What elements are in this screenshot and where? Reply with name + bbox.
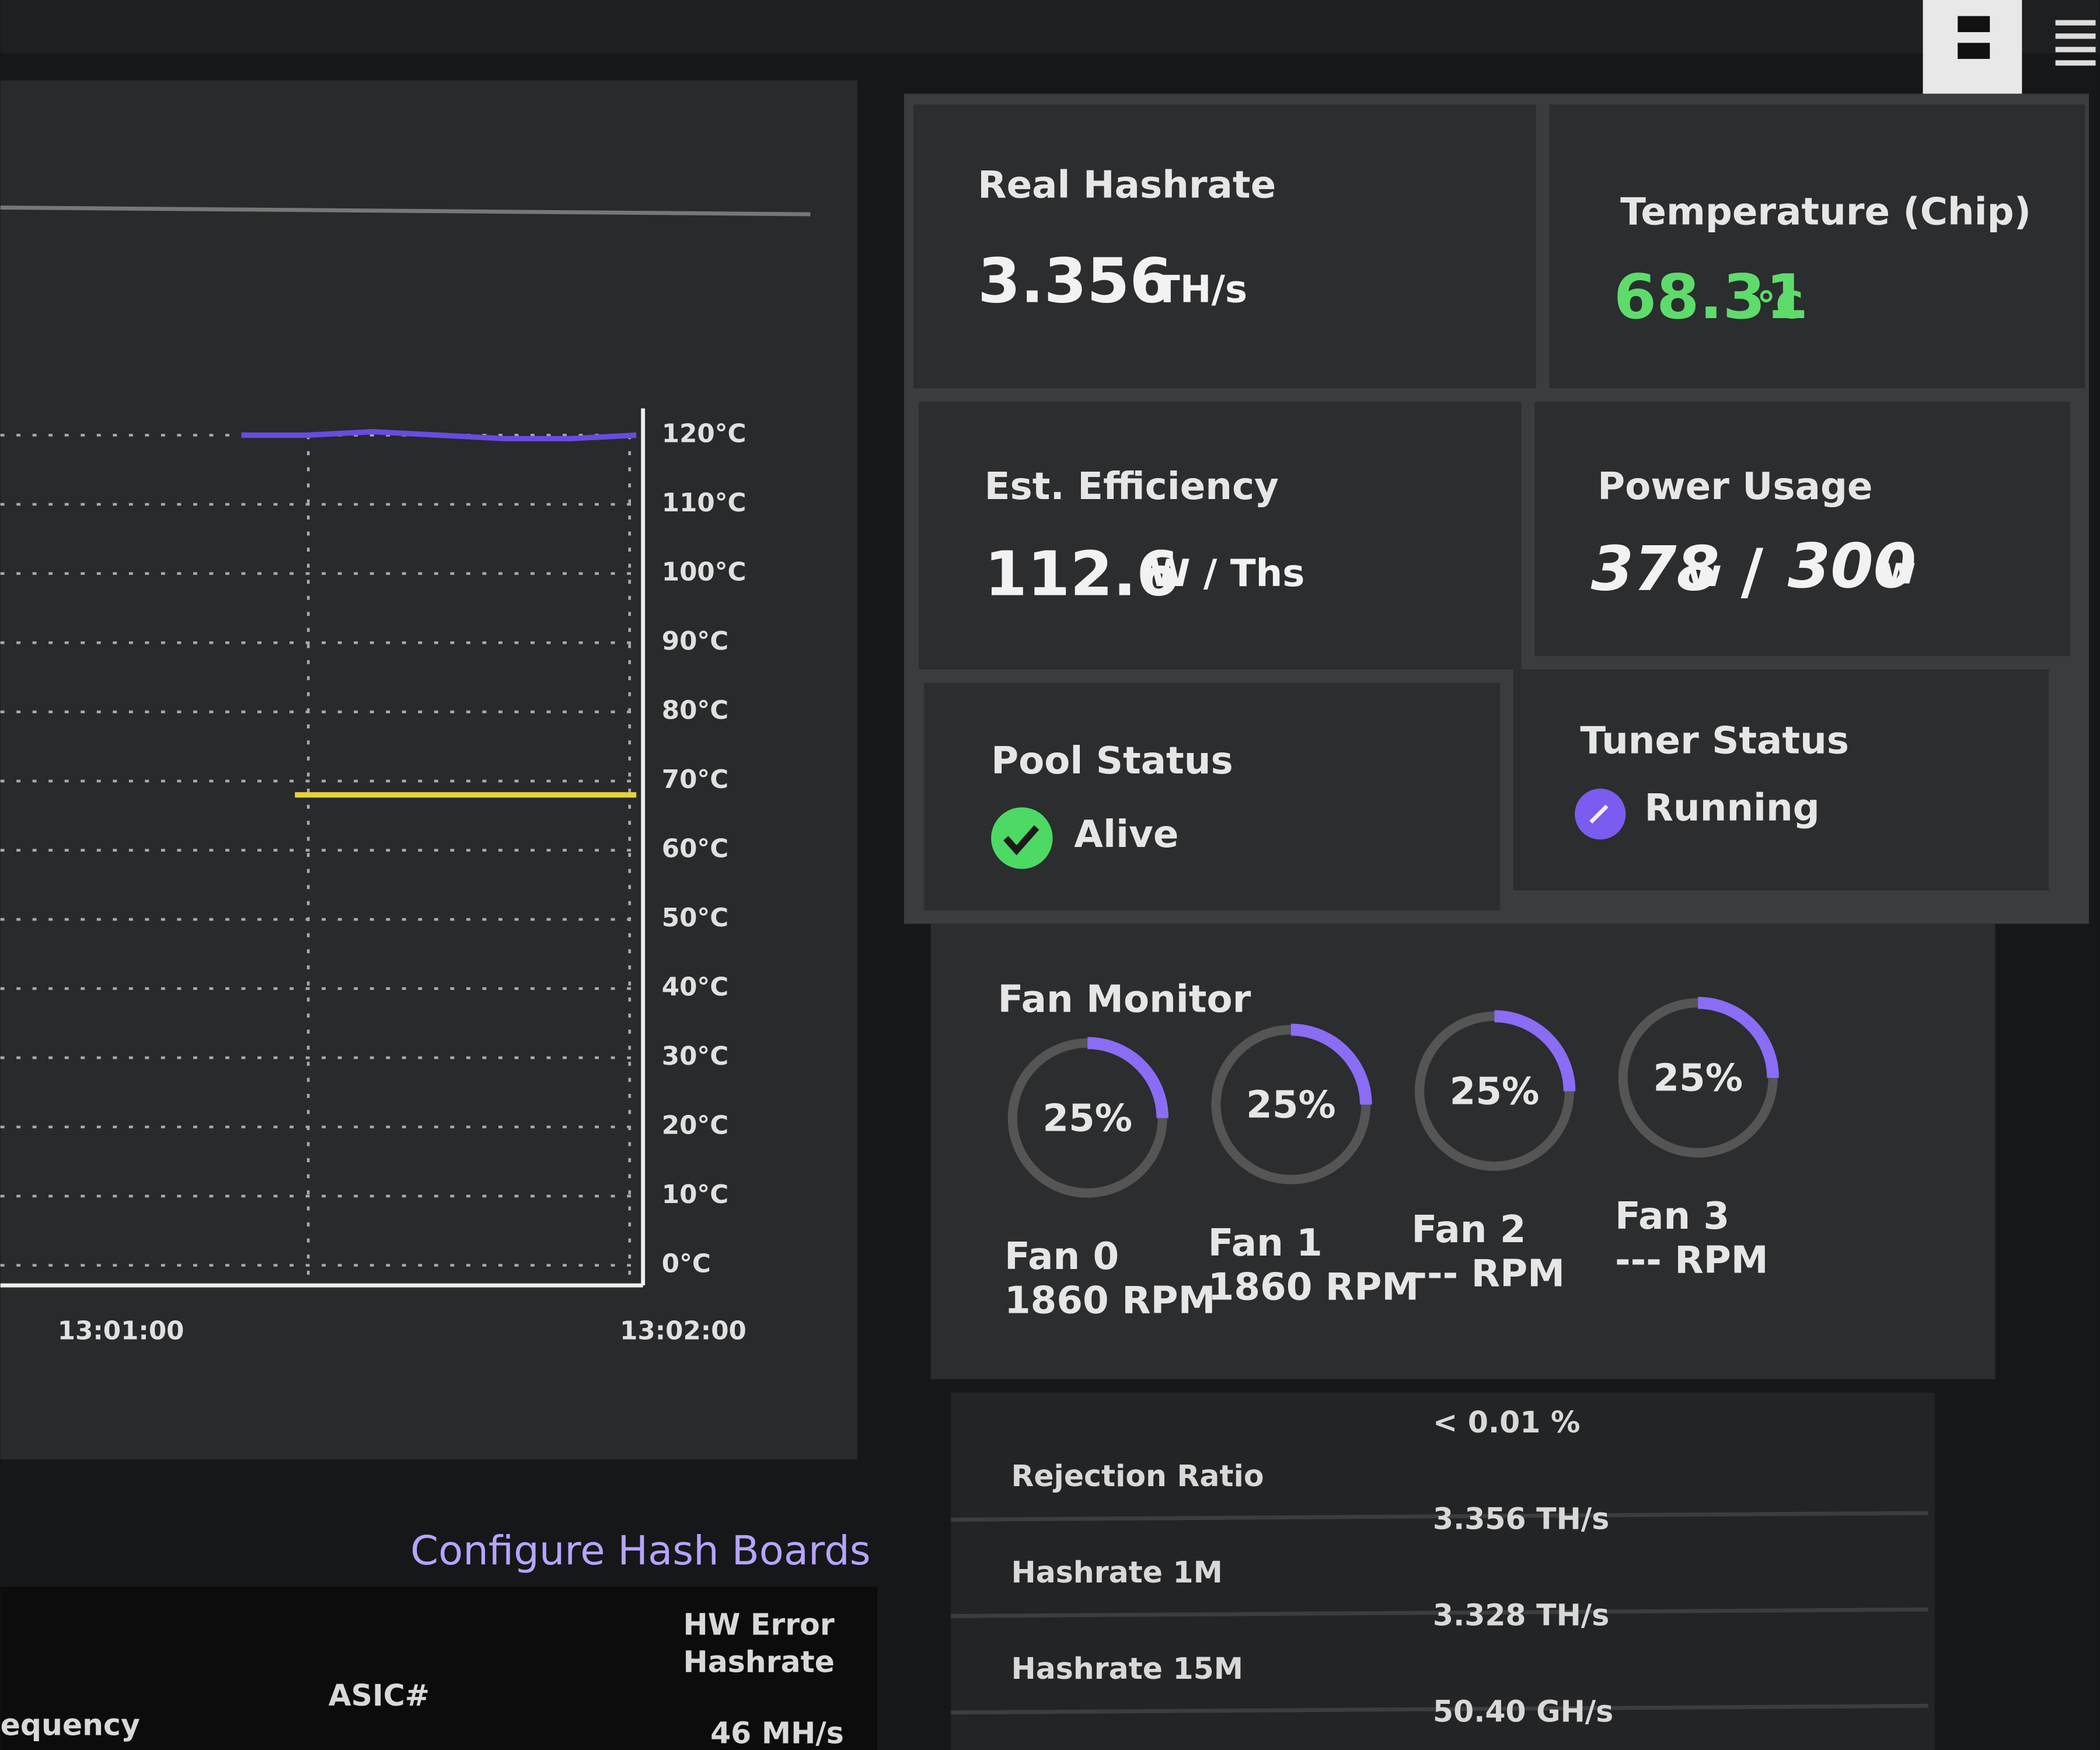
fan-arc [1494,1010,1576,1092]
row-value: 3.356 TH/s [1433,1501,1609,1536]
table-header: HW Error [683,1607,834,1641]
row-label: Hashrate 15M [1011,1651,1243,1686]
card-value: 3.356 [978,245,1173,316]
configure-link[interactable]: Configure Hash Boards [410,1528,871,1574]
table-cell: 46 MH/s [710,1716,844,1750]
icon [1958,16,1990,33]
divider [0,205,811,217]
icon [2055,60,2096,66]
fan-arc [1698,996,1779,1078]
y-tick-label: 20°C [662,1111,728,1141]
y-tick-label: 100°C [662,558,746,587]
stats-table [951,1392,1935,1750]
row-divider [951,1607,1928,1619]
y-tick-label: 10°C [662,1180,728,1209]
fan-percent: 25% [1450,1070,1540,1114]
icon [2055,20,2096,26]
table-header: Hashrate [683,1645,834,1679]
y-tick-label: 60°C [662,835,728,864]
card-label: Pool Status [991,739,1233,783]
y-tick-label: 110°C [662,489,746,518]
card-value: 68.31 [1614,261,1809,333]
stats-rows: Rejection Ratio < 0.01 % Hashrate 1M 3.356 … [951,1405,1928,1729]
card-unit: w [1881,549,1916,592]
chart-panel [0,80,857,1460]
y-tick-label: 80°C [662,696,728,726]
card [913,104,1536,389]
status-icon [1003,825,1039,856]
fan-percent: 25% [1653,1057,1743,1100]
fan-name: Fan 3 [1615,1194,1729,1238]
y-tick-label: 40°C [662,973,728,1002]
card [924,682,1500,911]
status-text: Running [1644,786,1819,829]
status-icon [991,807,1053,869]
row-label: Rejection Ratio [1011,1459,1264,1493]
card-value: 378 [1591,533,1719,605]
card [919,402,1522,670]
row-label: Hashrate 1M [1011,1555,1222,1589]
status-icon [1589,804,1609,824]
card [1513,669,2049,891]
table-header: ASIC# [329,1678,430,1713]
x-tick-label: 13:02:00 [620,1316,746,1345]
y-tick-label: 0°C [662,1250,711,1279]
card-unit: °C [1757,284,1803,327]
fan-rpm: 1860 RPM [1208,1266,1419,1309]
card-label: Est. Efficiency [985,465,1279,508]
card-separator: / [1741,535,1764,607]
fan-name: Fan 2 [1411,1208,1526,1252]
fan-rpm: --- RPM [1411,1252,1565,1296]
card [1534,402,2070,656]
icon [1958,43,1990,59]
y-tick-label: 50°C [662,904,728,933]
fan-arc [1087,1037,1169,1118]
card [1549,104,2085,389]
fan-name: Fan 1 [1208,1221,1323,1265]
table-header: equency [1,1708,140,1742]
fan-panel [930,923,1996,1379]
hash-board-table [0,1587,878,1750]
series-line [241,428,637,441]
card-unit: TH/s [1154,268,1247,312]
card-label: Temperature (Chip) [1620,190,2031,234]
card-label: Tuner Status [1580,719,1849,763]
fan-rpm: 1860 RPM [1004,1278,1216,1322]
card-value: 112.6 [985,538,1180,610]
status-text: Alive [1074,813,1178,856]
card-label: Real Hashrate [978,163,1276,207]
top-bar [0,0,2100,54]
card-unit: W / Ths [1149,552,1305,595]
fan-arc [1290,1023,1372,1105]
icon [2055,47,2096,53]
y-tick-label: 120°C [662,419,746,448]
row-value: 50.40 GH/s [1433,1695,1613,1729]
fan-name: Fan 0 [1004,1235,1119,1278]
row-divider [951,1511,1928,1522]
fan-percent: 25% [1042,1096,1132,1140]
menu-button[interactable] [2055,20,2096,66]
card-unit: w [1687,552,1722,595]
y-tick-label: 90°C [662,627,728,656]
row-value: 3.328 TH/s [1433,1598,1609,1632]
fan-rpm: --- RPM [1615,1239,1768,1282]
icon [2055,33,2096,39]
y-tick-label: 70°C [662,765,728,794]
row-value: < 0.01 % [1433,1405,1580,1439]
fan-percent: 25% [1246,1083,1336,1127]
row-divider [951,1703,1928,1715]
card-label: Power Usage [1597,465,1872,508]
fan-title: Fan Monitor [998,977,1251,1021]
x-tick-label: 13:01:00 [58,1316,184,1345]
y-tick-label: 30°C [662,1042,728,1071]
temperature-chart: 0°C 10°C 20°C 30°C 40°C 50°C 60°C 70°C 80°C 90°C 1… [0,408,746,1345]
card-limit: 300 [1788,530,1916,602]
